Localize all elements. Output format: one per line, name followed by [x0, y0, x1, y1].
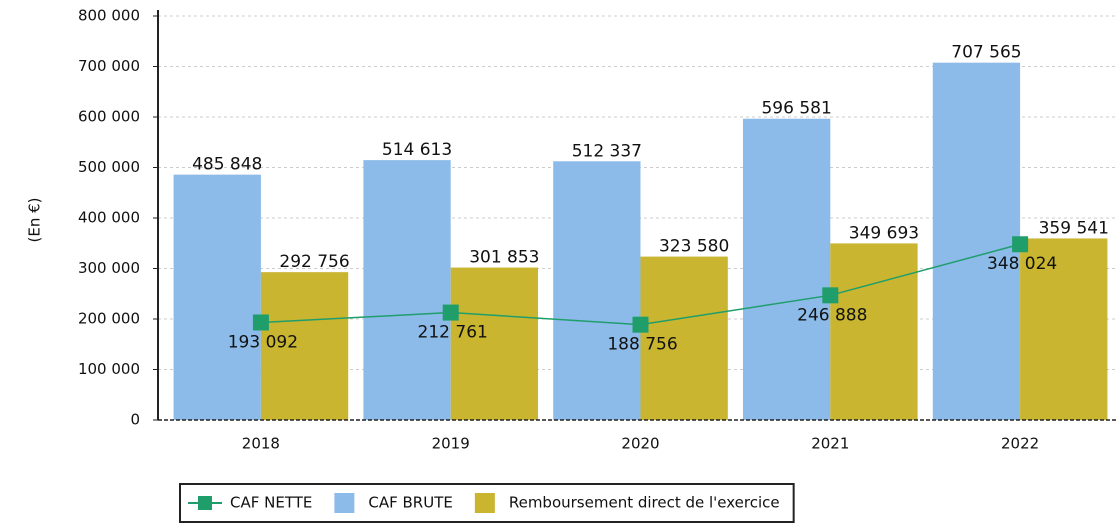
line-marker	[442, 304, 459, 321]
bar	[363, 160, 451, 421]
bar	[830, 243, 918, 420]
line-marker	[632, 316, 649, 333]
legend-swatch	[474, 493, 495, 513]
bar-value-label: 359 541	[1039, 218, 1109, 238]
y-tick-label: 400 000	[78, 209, 140, 227]
bar	[640, 256, 728, 420]
line-value-label: 246 888	[797, 305, 867, 325]
bar	[173, 174, 261, 420]
bar-value-label: 512 337	[572, 141, 642, 161]
y-tick-label: 800 000	[78, 7, 140, 25]
bar	[742, 118, 831, 420]
line-marker	[252, 314, 269, 331]
line-value-label: 193 092	[228, 332, 298, 352]
bar	[260, 272, 349, 420]
bar	[932, 62, 1021, 420]
x-tick-label: 2019	[432, 435, 470, 453]
x-tick-label: 2022	[1001, 435, 1039, 453]
bar	[450, 267, 539, 420]
x-tick-label: 2021	[811, 435, 849, 453]
bar-value-label: 292 756	[279, 252, 349, 272]
bar-value-label: 596 581	[761, 99, 831, 119]
legend-label: CAF NETTE	[230, 494, 312, 512]
y-tick-label: 0	[130, 411, 140, 429]
legend-swatch	[334, 493, 355, 513]
bar-value-label: 349 693	[849, 223, 919, 243]
x-tick-label: 2020	[621, 435, 659, 453]
x-tick-label: 2018	[242, 435, 280, 453]
y-tick-label: 300 000	[78, 259, 140, 277]
line-marker	[822, 287, 839, 304]
legend: CAF NETTE CAF BRUTE Remboursement direct d…	[179, 483, 795, 523]
legend-label: Remboursement direct de l'exercice	[509, 494, 780, 512]
legend-marker	[198, 496, 212, 510]
bar-value-label: 707 565	[951, 43, 1021, 63]
legend-label: CAF BRUTE	[368, 494, 452, 512]
line-value-label: 348 024	[987, 254, 1057, 274]
y-tick-label: 600 000	[78, 108, 140, 126]
y-tick-label: 100 000	[78, 360, 140, 378]
y-tick-label: 200 000	[78, 310, 140, 328]
bar-value-label: 323 580	[659, 237, 729, 257]
line-marker	[1012, 236, 1029, 253]
bar-value-label: 514 613	[382, 140, 452, 160]
line-value-label: 188 756	[607, 335, 677, 355]
bar	[553, 161, 641, 420]
y-tick-label: 700 000	[78, 57, 140, 75]
bar	[1020, 238, 1108, 420]
y-tick-label: 500 000	[78, 158, 140, 176]
y-axis-label: (En €)	[26, 198, 44, 243]
bar-value-label: 301 853	[469, 248, 539, 268]
line-value-label: 212 761	[418, 323, 488, 343]
bar-value-label: 485 848	[192, 155, 262, 175]
